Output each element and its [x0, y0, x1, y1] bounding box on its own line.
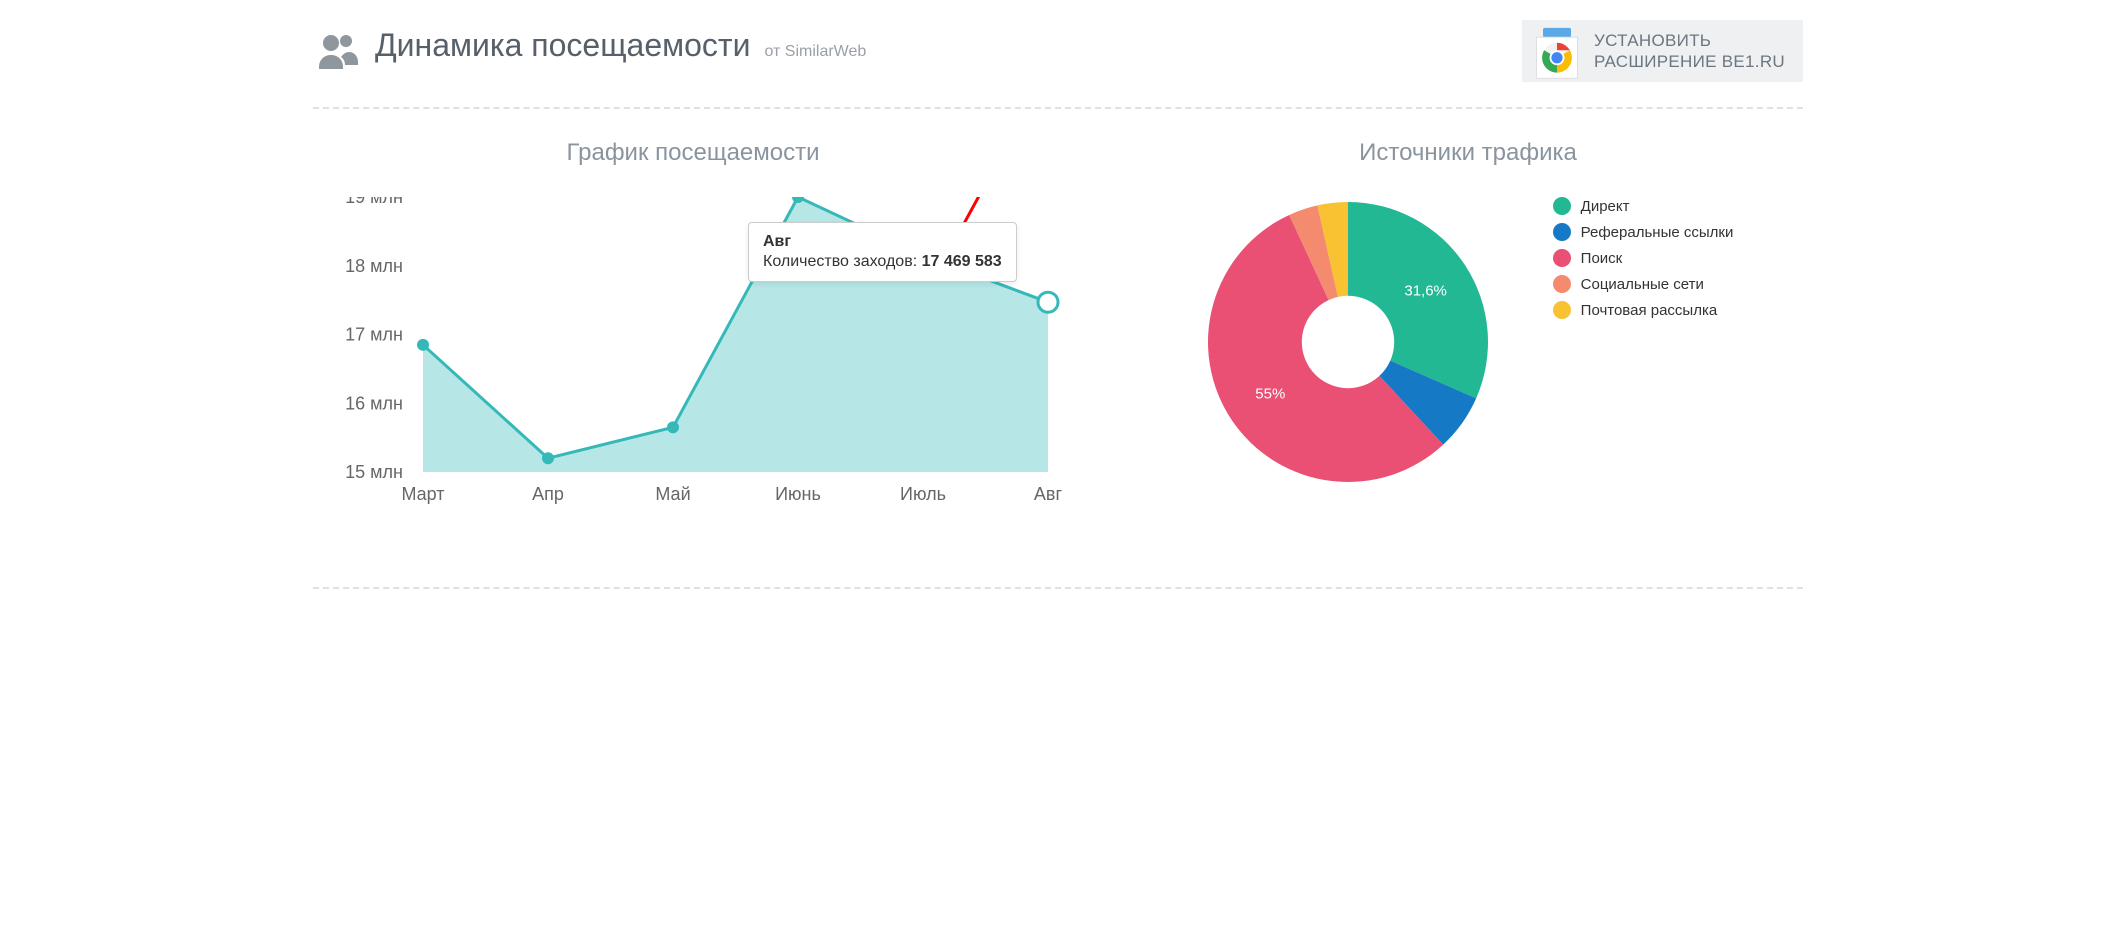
donut-slice-label: 31,6% — [1404, 283, 1447, 300]
chrome-extension-icon — [1532, 26, 1582, 76]
donut-chart-column: Источники трафика 31,6% 55% Директ Реферал… — [1133, 139, 1803, 537]
svg-text:16 млн: 16 млн — [345, 393, 403, 413]
legend-item[interactable]: Директ — [1553, 197, 1734, 215]
charts-row: График посещаемости 15 млн 16 млн 17 млн 18… — [313, 109, 1803, 537]
svg-text:15 млн: 15 млн — [345, 462, 403, 482]
users-icon — [313, 27, 361, 75]
svg-text:17 млн: 17 млн — [345, 325, 403, 345]
page-subtitle: от SimilarWeb — [764, 43, 866, 61]
donut-chart-title: Источники трафика — [1133, 139, 1803, 167]
install-extension-banner[interactable]: УСТАНОВИТЬ РАСШИРЕНИЕ BE1.RU — [1522, 20, 1803, 82]
legend-swatch — [1553, 197, 1571, 215]
legend-label: Социальные сети — [1581, 276, 1704, 293]
donut-slice-label: 55% — [1255, 385, 1285, 402]
line-chart-column: График посещаемости 15 млн 16 млн 17 млн 18… — [313, 139, 1073, 537]
footer-separator — [313, 587, 1803, 589]
svg-text:Май: Май — [655, 484, 690, 504]
legend-item[interactable]: Почтовая рассылка — [1553, 301, 1734, 319]
legend-label: Директ — [1581, 198, 1630, 215]
header: Динамика посещаемости от SimilarWeb УСТА… — [313, 20, 1803, 109]
donut-wrap: 31,6% 55% Директ Реферальные ссылки Поиск Со… — [1133, 197, 1803, 487]
banner-text: УСТАНОВИТЬ РАСШИРЕНИЕ BE1.RU — [1594, 30, 1785, 73]
legend-label: Почтовая рассылка — [1581, 302, 1718, 319]
line-chart-title: График посещаемости — [313, 139, 1073, 167]
svg-text:19 млн: 19 млн — [345, 197, 403, 207]
svg-text:Апр: Апр — [532, 484, 564, 504]
line-chart-svg: 15 млн 16 млн 17 млн 18 млн 19 млн Март Апр Май… — [313, 197, 1073, 537]
svg-text:Июль: Июль — [900, 484, 946, 504]
line-chart[interactable]: 15 млн 16 млн 17 млн 18 млн 19 млн Март Апр Май… — [313, 197, 1073, 537]
page-title: Динамика посещаемости — [375, 27, 750, 64]
legend-item[interactable]: Социальные сети — [1553, 275, 1734, 293]
banner-line1: УСТАНОВИТЬ — [1594, 30, 1785, 51]
legend-swatch — [1553, 301, 1571, 319]
legend-swatch — [1553, 249, 1571, 267]
legend-label: Реферальные ссылки — [1581, 224, 1734, 241]
header-left: Динамика посещаемости от SimilarWeb — [313, 27, 866, 75]
legend-item[interactable]: Поиск — [1553, 249, 1734, 267]
legend-label: Поиск — [1581, 250, 1623, 267]
donut-legend: Директ Реферальные ссылки Поиск Социальные … — [1553, 197, 1734, 319]
legend-swatch — [1553, 275, 1571, 293]
donut-chart[interactable]: 31,6% 55% — [1203, 197, 1493, 487]
donut-chart-svg — [1203, 197, 1493, 487]
legend-swatch — [1553, 223, 1571, 241]
svg-text:Июнь: Июнь — [775, 484, 821, 504]
banner-line2: РАСШИРЕНИЕ BE1.RU — [1594, 51, 1785, 72]
dashboard-container: Динамика посещаемости от SimilarWeb УСТА… — [283, 0, 1833, 619]
svg-text:18 млн: 18 млн — [345, 256, 403, 276]
svg-text:Авг: Авг — [1034, 484, 1063, 504]
legend-item[interactable]: Реферальные ссылки — [1553, 223, 1734, 241]
svg-text:Март: Март — [401, 484, 444, 504]
